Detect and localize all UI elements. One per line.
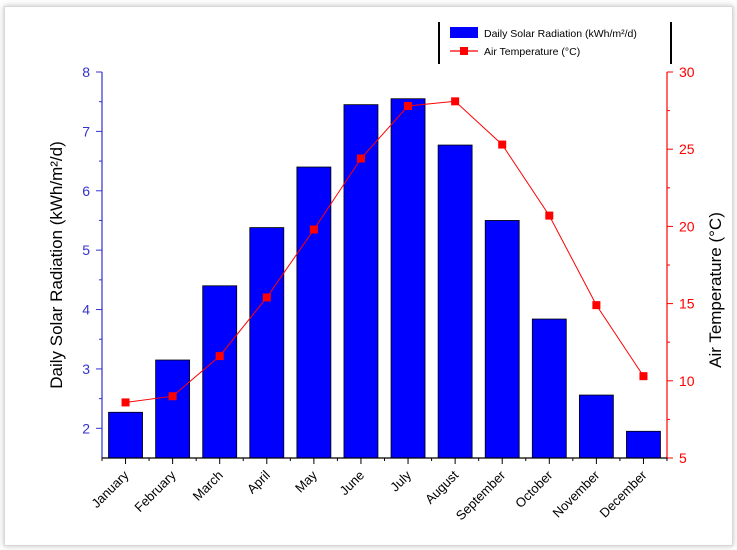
legend: Daily Solar Radiation (kWh/m²/d) Air Tem… xyxy=(438,22,672,64)
bar xyxy=(155,359,191,459)
line-marker xyxy=(451,97,460,106)
bar xyxy=(202,285,238,459)
x-tick-label: November xyxy=(549,467,602,520)
line-series xyxy=(121,97,648,407)
y2-tick-label: 20 xyxy=(679,218,695,234)
y-axis-label: Daily Solar Radiation (kWh/m²/d) xyxy=(47,141,66,389)
x-tick-label: July xyxy=(387,467,414,494)
x-tick-label: October xyxy=(512,467,556,511)
x-tick-label: April xyxy=(244,467,273,496)
x-tick-label: February xyxy=(131,467,179,515)
y-tick-label: 8 xyxy=(82,64,90,80)
y-tick-label: 3 xyxy=(82,361,90,377)
line-marker xyxy=(639,372,648,381)
x-tick-label: December xyxy=(597,467,650,520)
line-marker xyxy=(592,301,601,310)
y2-tick-label: 25 xyxy=(679,141,695,157)
line-marker xyxy=(404,101,413,110)
legend-bar-swatch xyxy=(450,27,478,38)
bar xyxy=(437,144,473,459)
y2-tick-label: 10 xyxy=(679,373,695,389)
line-marker xyxy=(215,352,224,361)
line-marker xyxy=(262,293,271,302)
y-tick-label: 7 xyxy=(82,123,90,139)
bar xyxy=(626,430,661,459)
bar xyxy=(296,166,332,459)
bar xyxy=(108,411,143,459)
line-marker xyxy=(545,211,554,220)
line-marker xyxy=(121,398,130,407)
y-tick-label: 6 xyxy=(82,183,90,199)
y2-tick-label: 15 xyxy=(679,296,695,312)
line-marker xyxy=(498,140,507,149)
bar xyxy=(249,227,285,459)
bar xyxy=(390,98,426,459)
x-tick-label: June xyxy=(337,468,368,499)
y2-axis-label: Air Temperature (°C) xyxy=(706,212,725,368)
y-tick-label: 5 xyxy=(82,242,90,258)
bar xyxy=(531,318,567,459)
x-tick-label: September xyxy=(453,467,509,523)
legend-entry-solar-radiation: Daily Solar Radiation (kWh/m²/d) xyxy=(484,28,637,40)
bar xyxy=(484,220,520,459)
x-tick-label: January xyxy=(88,467,132,511)
y2-tick-label: 30 xyxy=(679,64,695,80)
legend-entry-air-temperature: Air Temperature (°C) xyxy=(484,46,580,58)
line-marker xyxy=(356,154,365,163)
y-tick-label: 4 xyxy=(82,302,90,318)
bar xyxy=(343,104,379,459)
bar-series xyxy=(108,98,661,459)
x-tick-label: August xyxy=(422,467,461,506)
bar xyxy=(578,394,614,459)
line-marker xyxy=(309,225,318,234)
legend-marker-swatch xyxy=(460,47,468,55)
y-tick-label: 2 xyxy=(82,420,90,436)
line-marker xyxy=(168,392,177,401)
y2-tick-label: 5 xyxy=(679,450,687,466)
x-tick-label: March xyxy=(190,468,226,504)
x-tick-label: May xyxy=(292,467,320,495)
line-path xyxy=(125,100,644,403)
